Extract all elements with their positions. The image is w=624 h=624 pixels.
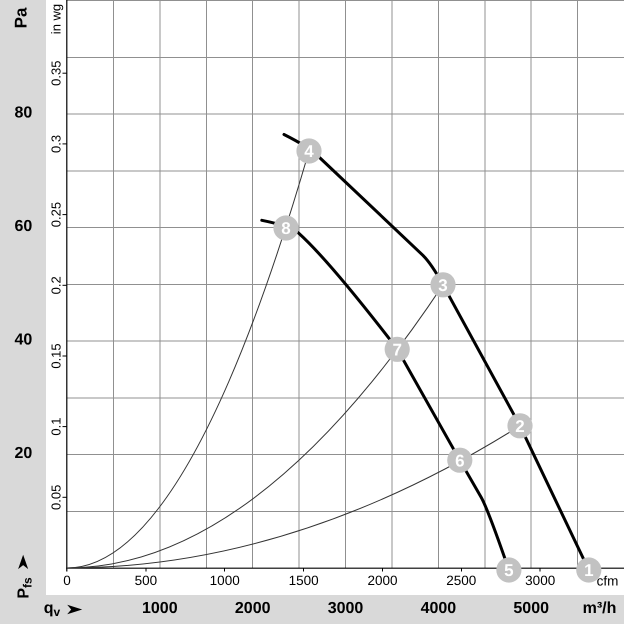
svg-text:Pa: Pa (11, 7, 30, 28)
svg-text:0.25: 0.25 (49, 202, 64, 227)
svg-text:4: 4 (304, 142, 314, 161)
svg-text:1000: 1000 (142, 600, 178, 617)
svg-text:0.35: 0.35 (49, 61, 64, 86)
svg-text:3: 3 (438, 276, 447, 295)
svg-text:0.05: 0.05 (49, 485, 64, 510)
svg-text:2000: 2000 (235, 600, 271, 617)
svg-text:0: 0 (63, 573, 71, 588)
svg-text:0.3: 0.3 (49, 135, 64, 153)
svg-text:60: 60 (15, 218, 33, 235)
svg-text:in wg: in wg (49, 4, 64, 34)
svg-text:80: 80 (15, 105, 33, 122)
svg-text:8: 8 (281, 219, 290, 238)
svg-text:20: 20 (15, 445, 33, 462)
svg-text:3000: 3000 (525, 573, 555, 588)
svg-text:2000: 2000 (367, 573, 397, 588)
svg-text:7: 7 (392, 340, 401, 359)
svg-text:1: 1 (584, 561, 593, 580)
svg-text:40: 40 (15, 332, 33, 349)
svg-text:Pfs: Pfs (16, 577, 35, 599)
svg-text:1000: 1000 (210, 573, 240, 588)
svg-text:qv: qv (44, 600, 61, 619)
svg-text:4000: 4000 (421, 600, 457, 617)
svg-text:3000: 3000 (328, 600, 364, 617)
svg-text:5000: 5000 (513, 600, 549, 617)
svg-text:0.1: 0.1 (49, 418, 64, 436)
svg-text:0.15: 0.15 (49, 343, 64, 368)
svg-text:m³/h: m³/h (583, 600, 617, 617)
svg-text:cfm: cfm (597, 574, 619, 589)
svg-text:5: 5 (504, 561, 513, 580)
svg-text:2500: 2500 (446, 573, 476, 588)
svg-text:6: 6 (455, 451, 464, 470)
svg-text:2: 2 (515, 417, 524, 436)
svg-text:500: 500 (135, 573, 158, 588)
svg-text:0.2: 0.2 (49, 276, 64, 294)
svg-text:1500: 1500 (289, 573, 319, 588)
